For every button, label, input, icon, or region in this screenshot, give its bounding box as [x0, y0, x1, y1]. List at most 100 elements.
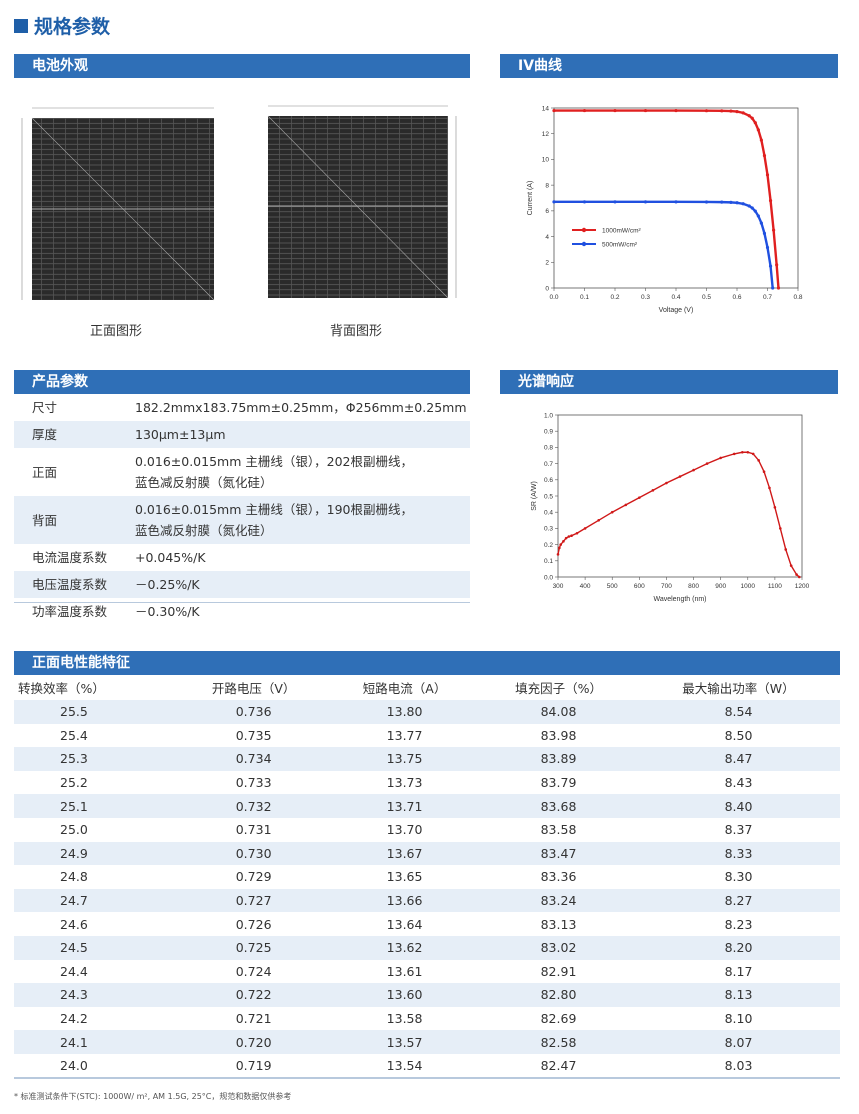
table-cell: 24.5 — [60, 940, 88, 956]
table-cell: 24.6 — [60, 916, 88, 932]
section-bar-front-perf: 正面电性能特征 — [14, 651, 840, 675]
footnote: * 标准测试条件下(STC): 1000W/ m², AM 1.5G, 25°C… — [14, 1092, 292, 1101]
table-cell: 0.730 — [235, 845, 272, 861]
table-cell: 8.23 — [724, 916, 753, 932]
y-tick-label: 12 — [542, 131, 550, 138]
table-cell: 13.75 — [386, 751, 423, 767]
series-point — [643, 200, 648, 204]
series-point — [741, 111, 745, 115]
y-tick-label: 0.9 — [544, 429, 553, 436]
param-value: －0.25%/K — [117, 571, 470, 598]
series-point — [559, 543, 563, 546]
table-cell: 8.27 — [724, 893, 753, 909]
series-point — [720, 200, 724, 204]
perf-header: 开路电压（V） — [211, 681, 296, 696]
table-cell: 13.60 — [386, 987, 423, 1003]
iv-curve-chart: 0.0 0.1 0.2 0.3 0.4 0.5 0.6 0.7 0.8 0 2 4 6 8 10 12 14 Vo… — [527, 105, 803, 314]
table-cell: 82.58 — [540, 1034, 577, 1050]
param-row: 正面 0.016±0.015mm 主栅线（银），202根副栅线， 蓝色减反射膜（氮化… — [14, 448, 470, 496]
series-point — [575, 531, 579, 535]
table-cell: 0.731 — [235, 822, 272, 838]
series-point — [552, 200, 556, 204]
spectral-response-chart: 300 400 500 600 700 800 900 1000 1100 1200 0.0 0.1 0… — [531, 412, 810, 603]
table-cell: 8.30 — [724, 869, 753, 885]
table-cell: 24.3 — [60, 987, 88, 1003]
y-axis-label: Current (A) — [527, 181, 534, 216]
table-cell: 8.13 — [724, 987, 753, 1003]
series-point — [613, 108, 617, 113]
series-point — [678, 475, 682, 478]
table-row: 25.2 0.733 13.73 83.79 8.43 — [14, 771, 840, 795]
table-cell: 84.08 — [540, 704, 577, 720]
series-point — [552, 108, 556, 113]
y-tick-label: 0.5 — [544, 493, 553, 500]
param-row: 电流温度系数 +0.045%/K — [14, 544, 470, 571]
param-value-line: －0.25%/K — [135, 577, 200, 592]
param-value: 182.2mmx183.75mm±0.25mm，Φ256mm±0.25mm — [117, 394, 470, 421]
series-point — [674, 108, 678, 113]
x-tick-label: 700 — [661, 583, 672, 590]
table-cell: 8.50 — [724, 727, 753, 743]
table-cell: 83.13 — [540, 916, 577, 932]
param-key: 电压温度系数 — [32, 577, 108, 592]
table-cell: 8.47 — [724, 751, 753, 767]
table-cell: 0.719 — [235, 1058, 272, 1074]
x-tick-label: 400 — [580, 583, 591, 590]
x-tick-label: 0.2 — [610, 294, 619, 301]
series-point — [751, 452, 755, 456]
perf-divider — [14, 1077, 840, 1079]
series-point — [558, 546, 561, 550]
series-point — [753, 209, 757, 213]
y-tick-label: 0.0 — [544, 574, 553, 581]
series-point — [773, 506, 777, 509]
product-params-table: 尺寸 182.2mmx183.75mm±0.25mm，Φ256mm±0.25mm 厚… — [14, 394, 470, 625]
y-tick-label: 10 — [542, 157, 550, 164]
series-point — [762, 153, 767, 158]
x-tick-label: 0.8 — [793, 294, 802, 301]
series-point — [776, 286, 781, 290]
series-point — [762, 231, 767, 235]
series-point — [759, 221, 763, 225]
x-tick-label: 0.7 — [763, 294, 772, 301]
table-row: 24.1 0.720 13.57 82.58 8.07 — [14, 1030, 840, 1054]
table-row: 25.3 0.734 13.75 83.89 8.47 — [14, 747, 840, 771]
x-tick-label: 0.3 — [641, 294, 650, 301]
x-tick-label: 1200 — [795, 583, 810, 590]
series-point — [570, 534, 573, 537]
perf-header: 短路电流（A） — [362, 681, 447, 696]
param-value-line: 蓝色减反射膜（氮化硅） — [135, 523, 273, 538]
table-row: 24.5 0.725 13.62 83.02 8.20 — [14, 935, 840, 960]
series-point — [747, 204, 751, 208]
perf-header: 转换效率（%） — [18, 681, 105, 696]
param-key: 尺寸 — [32, 400, 58, 415]
table-cell: 0.729 — [235, 869, 272, 885]
table-cell: 0.735 — [235, 727, 272, 743]
table-cell: 83.58 — [540, 822, 577, 838]
param-value-line: －0.30%/K — [135, 604, 200, 619]
table-cell: 8.20 — [724, 940, 753, 956]
param-value: 0.016±0.015mm 主栅线（银），190根副栅线， 蓝色减反射膜（氮化硅） — [117, 496, 470, 544]
table-cell: 0.734 — [235, 751, 272, 767]
table-cell: 0.732 — [235, 798, 272, 814]
x-tick-label: 0.6 — [732, 294, 741, 301]
series-point — [732, 452, 736, 456]
param-value-line: 130μm±13μm — [135, 427, 226, 442]
page-heading: 规格参数 — [14, 12, 110, 39]
params-divider — [14, 602, 470, 603]
series-point — [704, 109, 709, 113]
param-row: 厚度 130μm±13μm — [14, 421, 470, 448]
table-row: 25.5 0.736 13.80 84.08 8.54 — [14, 700, 840, 724]
series-point — [797, 575, 801, 579]
table-cell: 8.17 — [724, 963, 753, 979]
table-cell: 25.3 — [60, 751, 88, 767]
table-cell: 13.57 — [386, 1034, 423, 1050]
front-caption: 正面图形 — [90, 324, 143, 339]
series-point — [768, 198, 773, 203]
x-axis-label: Voltage (V) — [659, 307, 694, 314]
series-point — [651, 489, 655, 492]
table-cell: 8.10 — [724, 1011, 753, 1027]
param-value: +0.045%/K — [117, 544, 470, 571]
series-point — [768, 486, 771, 490]
series-point — [757, 459, 760, 462]
table-cell: 82.80 — [540, 987, 577, 1003]
